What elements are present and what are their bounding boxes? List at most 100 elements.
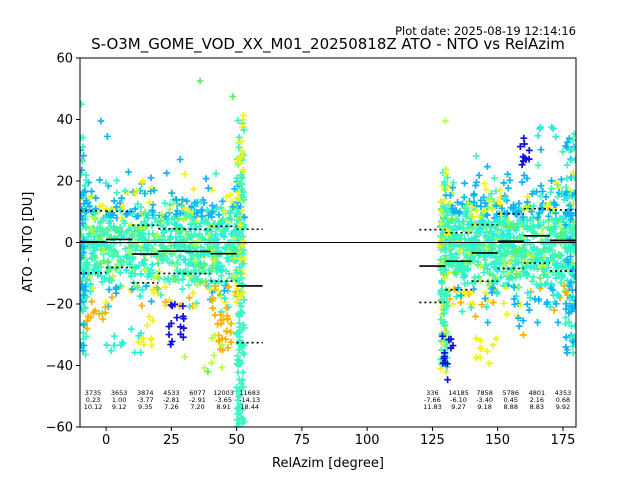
scatter-point	[550, 306, 558, 314]
scatter-point	[103, 226, 111, 234]
scatter-points	[80, 77, 576, 427]
scatter-point	[541, 280, 549, 288]
scatter-point	[495, 248, 502, 256]
scatter-point	[470, 190, 478, 198]
scatter-point	[528, 277, 536, 285]
scatter-point	[502, 284, 510, 292]
bin-std-label: 9.92	[556, 403, 570, 411]
scatter-point	[568, 156, 576, 164]
scatter-point	[237, 203, 245, 211]
scatter-point	[109, 252, 117, 260]
scatter-point	[498, 204, 506, 212]
scatter-point	[476, 226, 484, 234]
bin-count-label: 11683	[239, 389, 260, 397]
scatter-point	[83, 333, 90, 340]
scatter-point	[175, 229, 182, 237]
scatter-point	[227, 230, 235, 238]
scatter-point	[213, 264, 220, 272]
scatter-point	[456, 235, 464, 243]
scatter-point	[519, 250, 527, 257]
bin-mean-label: 1.00	[112, 396, 126, 404]
bin-mean-label: -6.10	[450, 396, 467, 404]
scatter-point	[559, 215, 567, 223]
scatter-point	[239, 281, 247, 289]
scatter-point	[235, 216, 243, 224]
scatter-point	[566, 282, 573, 290]
scatter-point	[565, 134, 573, 142]
scatter-point	[490, 263, 498, 271]
scatter-point	[237, 222, 244, 229]
scatter-point	[240, 383, 247, 391]
bin-count-label: 6077	[189, 389, 206, 397]
scatter-point	[238, 152, 246, 160]
scatter-point	[190, 185, 198, 193]
scatter-point	[223, 244, 231, 252]
scatter-point	[530, 264, 538, 272]
scatter-point	[109, 211, 117, 219]
scatter-point	[534, 319, 541, 326]
scatter-point	[83, 317, 91, 325]
scatter-point	[555, 292, 563, 299]
scatter-point	[137, 203, 145, 211]
y-axis: −60 −40 −20 0 20 40 60	[46, 52, 80, 436]
scatter-point	[440, 271, 448, 278]
scatter-point	[217, 204, 225, 212]
scatter-point	[562, 333, 570, 341]
scatter-point	[180, 256, 188, 264]
scatter-point	[191, 199, 199, 207]
scatter-point	[134, 284, 141, 291]
scatter-point	[173, 221, 181, 228]
bin-std-label: 18.44	[240, 403, 259, 411]
scatter-point	[95, 208, 103, 216]
scatter-point	[213, 236, 221, 243]
scatter-point	[91, 247, 99, 254]
scatter-point	[181, 204, 189, 212]
scatter-point	[535, 209, 543, 217]
scatter-point	[439, 340, 447, 347]
scatter-point	[240, 321, 247, 329]
x-tick-label: 0	[102, 433, 110, 448]
scatter-point	[240, 350, 248, 358]
scatter-point	[501, 246, 509, 254]
scatter-point	[126, 261, 134, 268]
scatter-point	[566, 147, 573, 154]
scatter-point	[117, 282, 124, 290]
scatter-point	[512, 258, 520, 266]
scatter-point	[138, 302, 146, 309]
scatter-point	[437, 256, 444, 263]
scatter-point	[81, 261, 89, 269]
scatter-point	[204, 184, 212, 192]
scatter-point	[571, 300, 576, 308]
scatter-point	[444, 238, 452, 246]
scatter-point	[117, 207, 124, 214]
scatter-point	[89, 284, 97, 292]
scatter-point	[236, 391, 244, 399]
scatter-point	[157, 217, 165, 225]
scatter-point	[171, 261, 179, 269]
scatter-point	[106, 265, 114, 273]
scatter-point	[494, 198, 502, 206]
scatter-point	[142, 282, 150, 290]
scatter-point	[524, 289, 532, 297]
scatter-point	[197, 198, 204, 205]
scatter-point	[474, 258, 482, 266]
bin-count-label: 4533	[163, 389, 180, 397]
scatter-point	[162, 213, 170, 220]
scatter-point	[487, 242, 494, 250]
scatter-point	[151, 238, 159, 246]
scatter-point	[113, 177, 121, 184]
bin-std-label: 7.26	[164, 403, 178, 411]
bin-count-label: 3653	[111, 389, 128, 397]
scatter-point	[478, 301, 486, 309]
bin-mean-label: 0.68	[556, 396, 570, 404]
scatter-point	[140, 251, 148, 259]
scatter-point	[535, 282, 543, 290]
scatter-point	[172, 276, 180, 283]
scatter-point	[209, 208, 216, 215]
scatter-point	[209, 262, 217, 269]
scatter-point	[236, 406, 244, 414]
bin-statistics	[80, 207, 576, 344]
scatter-point	[148, 335, 155, 342]
bin-std-label: 8.88	[503, 403, 517, 411]
scatter-point	[520, 140, 528, 148]
